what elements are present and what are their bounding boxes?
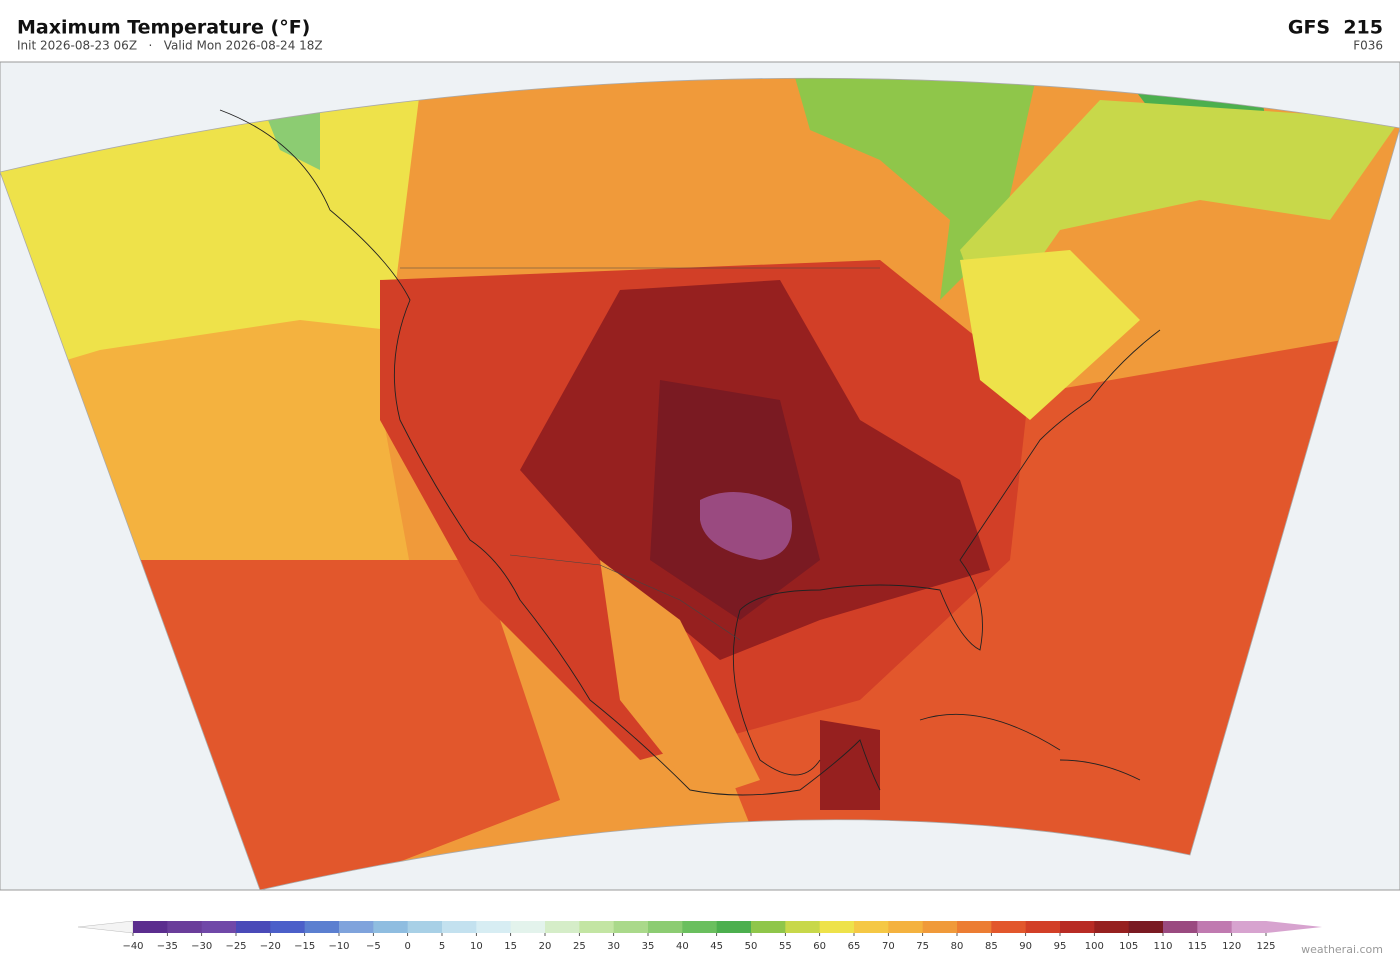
title: Maximum Temperature (°F)	[17, 17, 310, 39]
colorbar-tick-label: −40	[122, 941, 143, 952]
colorbar-segment	[545, 921, 580, 933]
colorbar-segment	[819, 921, 855, 933]
colorbar-segment	[922, 921, 958, 933]
forecast-hour: F036	[1353, 39, 1383, 53]
colorbar: −40 −35 −30 −25 −20 −15 −10 −5 0 5 10 15 20 25 30 35 40 4…	[77, 920, 1322, 952]
colorbar-tick-label: 95	[1054, 941, 1067, 952]
colorbar-segment	[476, 921, 512, 933]
colorbar-segment	[304, 921, 340, 933]
colorbar-segment	[510, 921, 546, 933]
colorbar-tick-label: 120	[1222, 941, 1241, 952]
watermark: weatherai.com	[1301, 943, 1383, 956]
colorbar-segment	[1197, 921, 1233, 933]
colorbar-tick-label: 105	[1119, 941, 1138, 952]
colorbar-tick-label: −25	[225, 941, 246, 952]
colorbar-tick-label: 45	[710, 941, 723, 952]
colorbar-segment	[991, 921, 1027, 933]
map	[0, 61, 1400, 891]
colorbar-tick-label: −15	[294, 941, 315, 952]
colorbar-tick-label: 40	[676, 941, 689, 952]
colorbar-tick-label: 15	[504, 941, 517, 952]
colorbar-segment	[579, 921, 615, 933]
colorbar-tick-label: 70	[882, 941, 895, 952]
colorbar-segment	[1094, 921, 1130, 933]
colorbar-segment	[407, 921, 443, 933]
colorbar-segment	[648, 921, 683, 933]
colorbar-tick-label: 85	[985, 941, 998, 952]
colorbar-segment	[270, 921, 306, 933]
colorbar-segment	[716, 921, 752, 933]
colorbar-tick-label: 60	[813, 941, 826, 952]
colorbar-segment	[613, 921, 649, 933]
colorbar-tick-label: 80	[951, 941, 964, 952]
colorbar-segment	[1163, 921, 1198, 933]
colorbar-tick-label: 30	[607, 941, 620, 952]
colorbar-tick-label: 110	[1153, 941, 1172, 952]
model: GFS 215	[1288, 17, 1383, 39]
colorbar-tick-label: −30	[191, 941, 212, 952]
colorbar-segment	[1060, 921, 1095, 933]
colorbar-segment	[201, 921, 237, 933]
colorbar-segment	[957, 921, 992, 933]
subtitle: Init 2026-08-23 06Z · Valid Mon 2026-08-…	[17, 39, 323, 53]
colorbar-segment	[1128, 921, 1164, 933]
colorbar-tick-label: 20	[539, 941, 552, 952]
colorbar-segment	[133, 921, 168, 933]
colorbar-under	[77, 920, 134, 934]
colorbar-tick-label: 55	[779, 941, 792, 952]
colorbar-segment	[888, 921, 924, 933]
colorbar-tick-label: −20	[260, 941, 281, 952]
colorbar-segment	[682, 921, 718, 933]
colorbar-tick-label: −10	[328, 941, 349, 952]
colorbar-tick-label: 125	[1256, 941, 1275, 952]
colorbar-segment	[1025, 921, 1061, 933]
colorbar-tick-label: 10	[470, 941, 483, 952]
borders	[400, 267, 880, 641]
colorbar-segment	[167, 921, 203, 933]
colorbar-tick-label: 35	[642, 941, 655, 952]
colorbar-tick-label: 100	[1085, 941, 1104, 952]
colorbar-segment	[442, 921, 477, 933]
coastlines	[219, 109, 1161, 796]
colorbar-tick-label: 90	[1019, 941, 1032, 952]
colorbar-tick-label: 25	[573, 941, 586, 952]
colorbar-segment	[1231, 921, 1267, 933]
colorbar-segment	[751, 921, 786, 933]
colorbar-tick-label: 0	[404, 941, 410, 952]
colorbar-tick-label: 115	[1188, 941, 1207, 952]
colorbar-segment	[785, 921, 821, 933]
colorbar-segment	[236, 921, 271, 933]
colorbar-over	[1266, 921, 1322, 933]
colorbar-tick-label: 75	[916, 941, 929, 952]
colorbar-tick-label: 50	[745, 941, 758, 952]
colorbar-segment	[373, 921, 409, 933]
colorbar-tick-label: 65	[848, 941, 861, 952]
colorbar-tick-label: −35	[157, 941, 178, 952]
colorbar-tick-label: 5	[439, 941, 445, 952]
colorbar-segment	[339, 921, 374, 933]
colorbar-tick-label: −5	[366, 941, 381, 952]
colorbar-segment	[854, 921, 889, 933]
